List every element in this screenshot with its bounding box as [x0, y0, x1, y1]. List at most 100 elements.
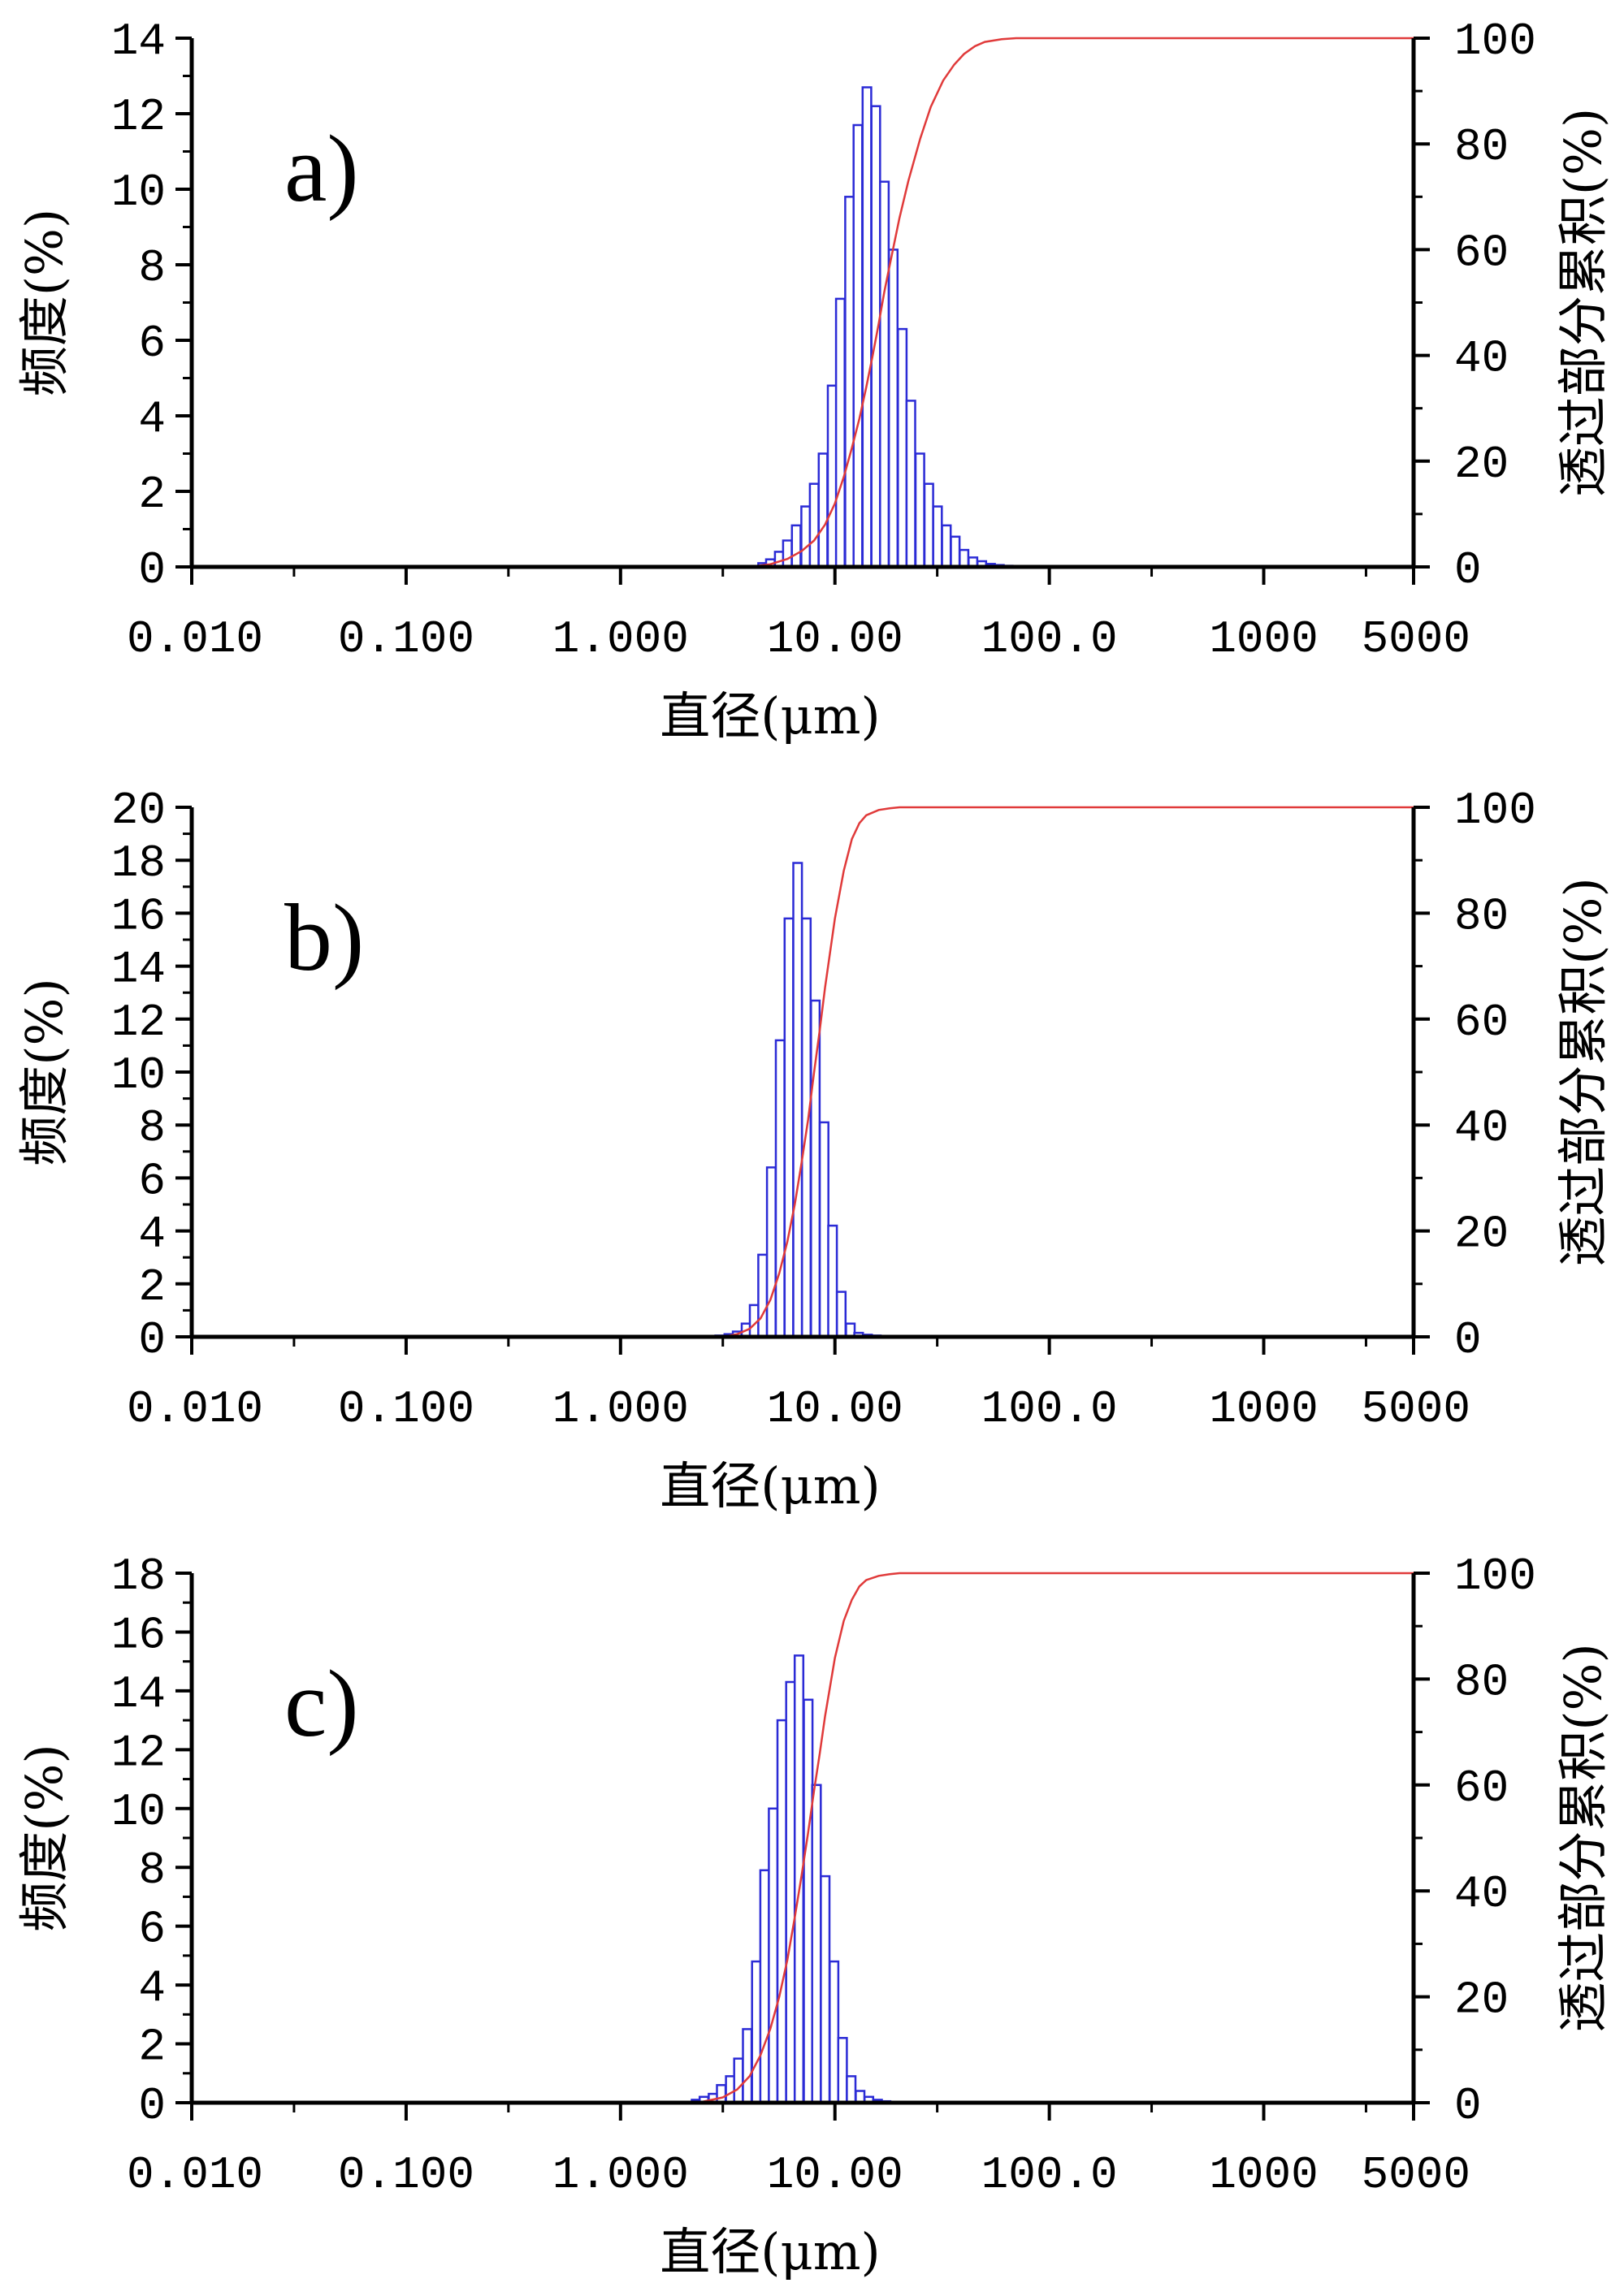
y-left-tick-label: 4 [138, 1209, 166, 1260]
cumulative-line [722, 806, 1414, 1338]
frequency-bar [716, 2084, 727, 2104]
frequency-bar [733, 2057, 744, 2104]
frequency-bar [905, 400, 916, 569]
y-left-tick-label: 18 [111, 1550, 166, 1602]
panel-a: 0 2 4 6 8 10 12 14 0 20 40 60 80 100 0.010 0.100 1.000 10… [15, 15, 1613, 746]
y-left-tick-label: 18 [111, 837, 166, 889]
y-right-axis-title: 透过部分累积(%) [1553, 877, 1613, 1266]
y-left-tick-label: 14 [111, 1668, 166, 1720]
frequency-bar [914, 452, 925, 569]
frequency-bar [811, 1784, 822, 2104]
frequency-bar [742, 2028, 753, 2104]
x-tick-label: 0.100 [338, 1383, 474, 1435]
frequency-bar [817, 452, 829, 569]
x-tick-label: 1000 [1209, 2149, 1318, 2201]
y-right-tick-label: 20 [1454, 1974, 1509, 2026]
x-tick-label: 1000 [1209, 613, 1318, 665]
x-tick-label: 0.100 [338, 2149, 474, 2201]
frequency-bar [887, 249, 899, 569]
y-right-tick-label: 80 [1454, 121, 1509, 173]
y-right-tick-label: 100 [1454, 15, 1536, 67]
x-tick-label: 0.010 [127, 1383, 263, 1435]
y-left-tick-label: 10 [111, 1049, 166, 1101]
frequency-bar [800, 505, 812, 569]
y-left-tick-label: 6 [138, 1904, 166, 1956]
panel-c: 0 2 4 6 8 10 12 14 16 18 0 20 40 60 80 100 0.010 0.100 1.0… [15, 1550, 1613, 2281]
frequency-bar [844, 196, 855, 569]
x-tick-label: 10.00 [767, 613, 903, 665]
frequency-bar [959, 548, 970, 569]
panel-label: c) [284, 1650, 359, 1757]
y-right-tick-label: 80 [1454, 890, 1509, 942]
x-tick-label: 0.100 [338, 613, 474, 665]
frequency-bar [923, 482, 934, 569]
x-axis-title: 直径(μm) [660, 686, 880, 746]
y-right-tick-label: 60 [1454, 227, 1509, 279]
frequency-bar [774, 1039, 786, 1338]
y-right-tick-label: 100 [1454, 1550, 1536, 1602]
y-left-tick-label: 12 [111, 91, 166, 143]
y-left-axis-title: 频度(%) [15, 209, 74, 396]
y-right-tick-label: 20 [1454, 1209, 1509, 1260]
frequency-bar [834, 297, 846, 569]
frequency-bar [776, 1719, 787, 2104]
y-right-tick-label: 40 [1454, 333, 1509, 385]
x-tick-label: 100.0 [981, 1383, 1118, 1435]
y-right-tick-label: 80 [1454, 1656, 1509, 1708]
y-left-tick-label: 2 [138, 2021, 166, 2073]
y-left-tick-label: 8 [138, 242, 166, 294]
y-left-tick-label: 12 [111, 1727, 166, 1779]
frequency-bar [861, 86, 873, 569]
y-right-tick-label: 60 [1454, 997, 1509, 1049]
y-left-tick-label: 0 [138, 1314, 166, 1366]
frequency-bar [835, 1291, 847, 1338]
frequency-bar [790, 524, 802, 569]
frequency-bar [932, 505, 943, 569]
y-left-tick-label: 10 [111, 1786, 166, 1838]
frequency-bar [827, 1224, 838, 1338]
frequency-bar [950, 535, 961, 569]
frequency-bar [818, 1121, 829, 1338]
y-left-tick-label: 10 [111, 166, 166, 218]
y-right-axis-title: 透过部分累积(%) [1553, 1643, 1613, 2032]
y-left-tick-label: 2 [138, 469, 166, 521]
cumulative-line [749, 37, 1414, 569]
x-tick-label: 5000 [1362, 1383, 1470, 1435]
panel-label: b) [284, 884, 364, 991]
y-right-tick-label: 20 [1454, 439, 1509, 491]
frequency-bar [759, 1869, 770, 2104]
y-left-tick-label: 8 [138, 1102, 166, 1154]
y-right-tick-label: 0 [1454, 1314, 1482, 1366]
y-right-tick-label: 0 [1454, 2080, 1482, 2132]
frequency-bar [792, 862, 803, 1338]
y-left-axis-title: 频度(%) [15, 1744, 74, 1931]
y-left-tick-label: 14 [111, 15, 166, 67]
frequency-bar [757, 1253, 769, 1338]
frequency-bar [820, 1874, 831, 2104]
x-tick-label: 1.000 [552, 2149, 689, 2201]
x-tick-label: 1000 [1209, 1383, 1318, 1435]
y-left-tick-label: 2 [138, 1261, 166, 1313]
y-left-tick-label: 4 [138, 393, 166, 445]
panel-label: a) [284, 115, 359, 222]
frequency-bar [785, 1680, 796, 2104]
x-tick-label: 1.000 [552, 1383, 689, 1435]
y-right-tick-label: 60 [1454, 1762, 1509, 1814]
frequency-bar [810, 999, 821, 1338]
frequency-bar [829, 1960, 840, 2104]
y-left-tick-label: 16 [111, 890, 166, 942]
cumulative-line [698, 1572, 1414, 2104]
y-left-tick-label: 12 [111, 997, 166, 1049]
y-left-tick-label: 0 [138, 544, 166, 596]
y-left-tick-label: 4 [138, 1962, 166, 2014]
frequency-bar [783, 917, 795, 1338]
y-left-tick-label: 16 [111, 1609, 166, 1661]
y-right-tick-label: 40 [1454, 1102, 1509, 1154]
y-left-tick-label: 0 [138, 2080, 166, 2132]
y-left-tick-label: 14 [111, 944, 166, 996]
frequency-bar [837, 2037, 848, 2104]
x-tick-label: 1.000 [552, 613, 689, 665]
x-tick-label: 10.00 [767, 2149, 903, 2201]
